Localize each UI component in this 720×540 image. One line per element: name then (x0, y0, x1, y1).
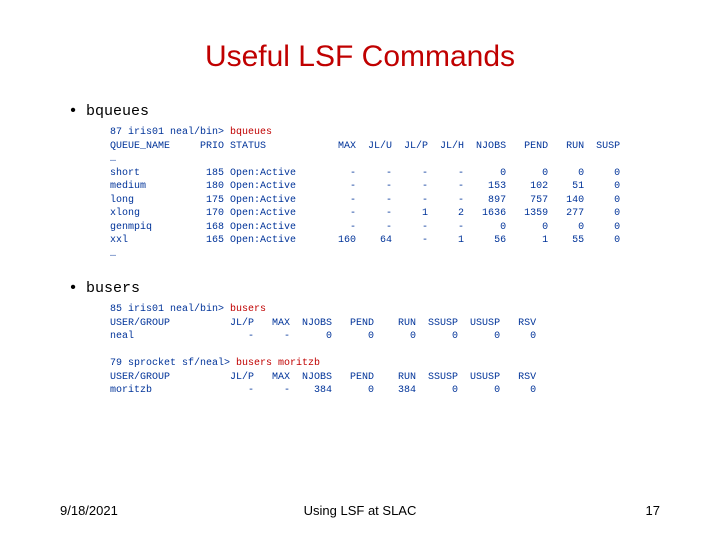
busers-label: busers (86, 280, 140, 297)
bullet-dot-icon: • (60, 279, 86, 297)
bqueues-label: bqueues (86, 103, 149, 120)
bullet-bqueues: • bqueues (60, 102, 660, 120)
bullet-dot-icon: • (60, 102, 86, 120)
bullet-busers: • busers (60, 279, 660, 297)
busers-output: 85 iris01 neal/bin> busers USER/GROUP JL… (110, 303, 660, 398)
footer-title: Using LSF at SLAC (60, 503, 660, 518)
slide-title: Useful LSF Commands (60, 40, 660, 74)
slide-footer: 9/18/2021 Using LSF at SLAC 17 (60, 503, 660, 518)
bqueues-output: 87 iris01 neal/bin> bqueues QUEUE_NAME P… (110, 126, 660, 261)
